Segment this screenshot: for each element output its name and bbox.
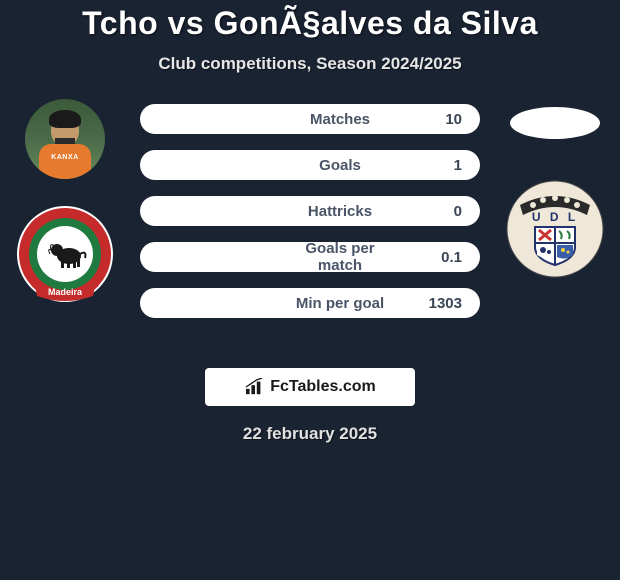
stat-row: Matches 10 (140, 104, 480, 134)
stat-value: 0 (454, 203, 462, 220)
jersey-text: KANXA (51, 154, 78, 161)
club-banner-text: Madeira (48, 287, 83, 297)
page-subtitle: Club competitions, Season 2024/2025 (0, 54, 620, 74)
stats-column: Matches 10 Goals 1 Hattricks 0 Goals per… (140, 104, 480, 318)
right-column: U D L (495, 99, 615, 279)
stat-label: Min per goal (290, 295, 390, 312)
page-title: Tcho vs GonÃ§alves da Silva (0, 5, 620, 42)
player-photo-left: KANXA (25, 99, 105, 179)
stat-value: 10 (445, 111, 462, 128)
stat-label: Hattricks (290, 203, 390, 220)
date-text: 22 february 2025 (0, 424, 620, 444)
stat-row: Goals per match 0.1 (140, 242, 480, 272)
stat-value: 1303 (429, 295, 462, 312)
stat-row: Goals 1 (140, 150, 480, 180)
club-badge-right: U D L (505, 179, 605, 279)
brand-text: FcTables.com (270, 378, 376, 396)
left-column: KANXA (5, 99, 125, 304)
main-area: KANXA (0, 104, 620, 354)
stat-label: Goals (290, 157, 390, 174)
stat-row: Min per goal 1303 (140, 288, 480, 318)
chart-icon (244, 378, 266, 396)
stat-label: Matches (290, 111, 390, 128)
club-badge-left: Madeira (15, 204, 115, 304)
stat-row: Hattricks 0 (140, 196, 480, 226)
stat-label: Goals per match (290, 240, 390, 274)
stat-value: 0.1 (441, 249, 462, 266)
club-top-text: U D L (532, 210, 578, 224)
brand-badge: FcTables.com (205, 368, 415, 406)
stat-value: 1 (454, 157, 462, 174)
infographic-container: Tcho vs GonÃ§alves da Silva Club competi… (0, 0, 620, 444)
player-photo-right-blank (510, 107, 600, 139)
